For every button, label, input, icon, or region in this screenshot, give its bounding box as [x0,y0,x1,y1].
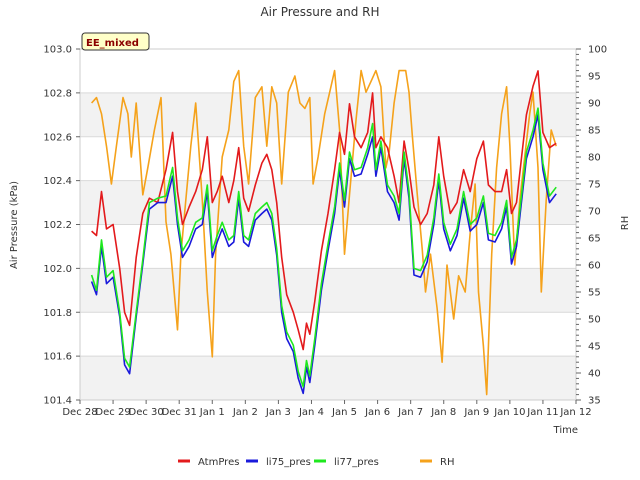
x-tick-label: Jan 10 [493,407,525,418]
x-tick-label: Dec 28 [62,407,97,418]
x-tick-label: Jan 3 [265,407,291,418]
y2-tick-label: 50 [588,315,601,326]
legend-label-atmpres: AtmPres [198,457,239,468]
y-tick-label: 102.8 [43,88,72,99]
y-tick-label: 101.8 [43,308,72,319]
x-tick-label: Jan 1 [199,407,225,418]
y-tick-label: 102.6 [43,132,72,143]
y2-tick-label: 70 [588,207,601,218]
y-tick-label: 103.0 [43,45,72,56]
site-badge-label: EE_mixed [86,38,139,49]
legend-label-li77_pres: li77_pres [334,457,379,468]
x-tick-label: Jan 2 [232,407,258,418]
y2-tick-label: 65 [588,234,601,245]
site-badge: EE_mixed [81,32,150,51]
legend-label-li75_pres: li75_pres [266,457,311,468]
x-tick-label: Dec 31 [162,407,197,418]
series-line-li77_pres [90,107,557,388]
legend-label-rh: RH [440,457,454,468]
x-tick-label: Jan 4 [298,407,324,418]
y-axis-right: 35 40 45 50 55 60 65 70 75 80 85 90 95 100 [576,45,607,407]
y2-tick-label: 85 [588,126,601,137]
x-tick-label: Jan 5 [331,407,357,418]
legend: AtmPres li75_pres li77_pres RH [178,457,454,468]
x-tick-label: Jan 8 [430,407,456,418]
x-tick-label: Jan 6 [364,407,390,418]
y-tick-label: 101.6 [43,352,72,363]
y2-tick-label: 60 [588,261,601,272]
y-axis-title: Air Pressure (kPa) [9,181,20,269]
y2-tick-label: 100 [588,45,607,56]
y2-tick-label: 95 [588,72,601,83]
y2-tick-label: 75 [588,180,601,191]
x-tick-label: Dec 29 [95,407,130,418]
y2-tick-label: 45 [588,342,601,353]
x-axis-title: Time [553,425,578,436]
series-line-atmpres [91,70,557,351]
y-tick-label: 102.0 [43,264,72,275]
x-tick-label: Jan 9 [463,407,489,418]
y-tick-label: 101.4 [43,396,72,407]
plot-band [80,268,576,313]
x-tick-label: Jan 12 [559,407,591,418]
y-tick-label: 102.4 [43,176,72,187]
site-badge-box [81,32,150,51]
series-line-rh [91,69,557,396]
y-tick-label: 102.2 [43,220,72,231]
y-axis-left: 101.4 101.6 101.8 102.0 102.2 102.4 102.6 102.8… [43,45,80,407]
series-layer [90,69,557,396]
y2-tick-label: 90 [588,99,601,110]
x-tick-label: Jan 11 [526,407,558,418]
y2-tick-label: 55 [588,288,601,299]
x-tick-label: Jan 7 [397,407,423,418]
x-tick-label: Dec 30 [129,407,164,418]
plot-band [80,356,576,400]
chart-title: Air Pressure and RH [260,5,379,19]
y2-tick-label: 80 [588,153,601,164]
y2-tick-label: 35 [588,396,601,407]
y2-tick-label: 40 [588,369,601,380]
y2-axis-title: RH [620,216,631,230]
